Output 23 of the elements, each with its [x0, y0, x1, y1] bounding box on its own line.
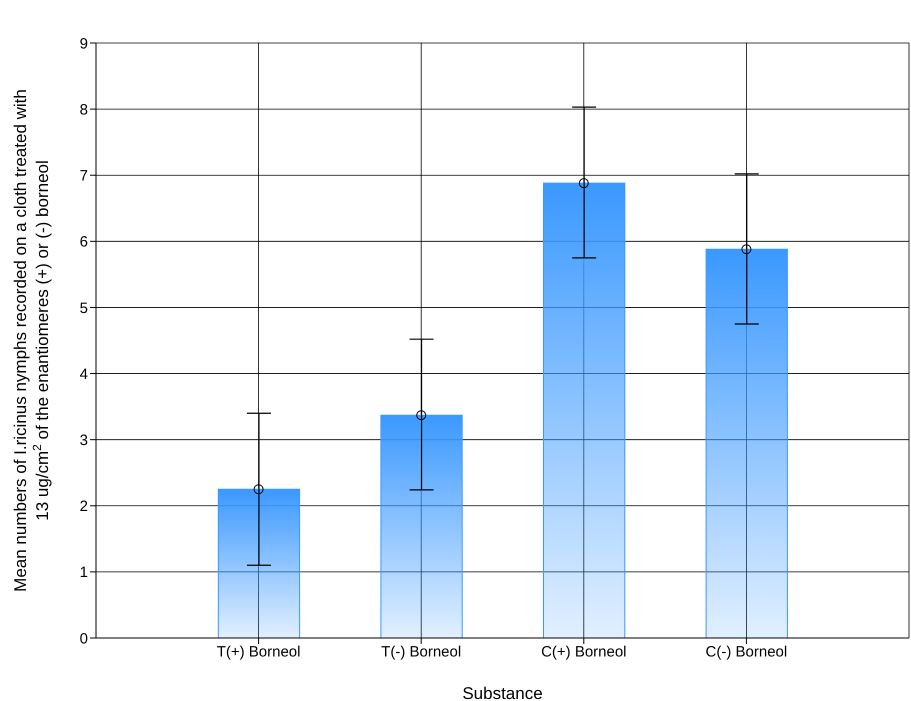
point — [578, 178, 589, 188]
y-tick-label: 8 — [80, 101, 88, 118]
y-tick-label: 1 — [80, 564, 88, 582]
y-tick-label: 2 — [80, 498, 88, 516]
bar — [218, 488, 300, 638]
x-tick-label: C(-) Borneol — [706, 644, 788, 661]
y-tick-label: 7 — [80, 168, 88, 185]
point — [254, 484, 264, 494]
bar — [706, 248, 788, 638]
bar — [543, 182, 626, 638]
point — [416, 410, 426, 420]
y-tick-label: 3 — [80, 432, 88, 449]
x-tick-label: T(-) Borneol — [381, 644, 462, 661]
y-tick-label: 6 — [80, 234, 88, 251]
y-tick-label: 5 — [80, 300, 88, 317]
x-tick-label: T(+) Borneol — [216, 644, 300, 661]
bar — [380, 414, 463, 638]
point — [741, 244, 752, 254]
y-tick-label: 0 — [80, 630, 88, 648]
x-tick-label: C(+) Borneol — [541, 644, 627, 661]
y-tick-label: 9 — [80, 35, 88, 52]
y-tick-label: 4 — [80, 366, 88, 383]
x-axis-title: Substance — [462, 684, 543, 701]
